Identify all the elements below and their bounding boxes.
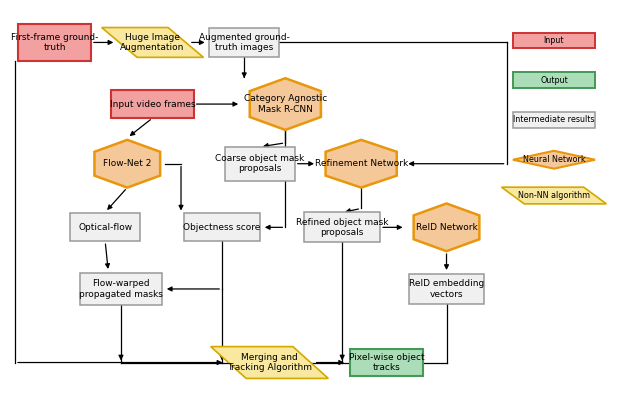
Text: Huge Image
Augmentation: Huge Image Augmentation xyxy=(120,33,185,52)
Polygon shape xyxy=(250,78,321,130)
FancyBboxPatch shape xyxy=(513,112,595,128)
Text: Objectness score: Objectness score xyxy=(184,223,260,232)
FancyBboxPatch shape xyxy=(304,212,380,242)
Text: Refinement Network: Refinement Network xyxy=(314,159,408,168)
FancyBboxPatch shape xyxy=(225,147,295,181)
Text: Coarse object mask
proposals: Coarse object mask proposals xyxy=(216,154,305,174)
FancyBboxPatch shape xyxy=(184,213,260,241)
FancyBboxPatch shape xyxy=(513,73,595,88)
Polygon shape xyxy=(326,140,397,188)
Text: Non-NN algorithm: Non-NN algorithm xyxy=(518,191,590,200)
FancyBboxPatch shape xyxy=(209,28,279,57)
Text: Input video frames: Input video frames xyxy=(109,100,195,109)
Polygon shape xyxy=(502,187,607,204)
Text: Intermediate results: Intermediate results xyxy=(513,115,595,124)
FancyBboxPatch shape xyxy=(70,213,140,241)
FancyBboxPatch shape xyxy=(19,24,91,61)
Text: Flow-Net 2: Flow-Net 2 xyxy=(103,159,152,168)
Text: Output: Output xyxy=(540,76,568,85)
Polygon shape xyxy=(102,28,204,57)
Text: ReID Network: ReID Network xyxy=(415,223,477,232)
Text: Merging and
Tracking Algorithm: Merging and Tracking Algorithm xyxy=(227,353,312,372)
Polygon shape xyxy=(413,203,479,251)
Polygon shape xyxy=(513,151,595,169)
FancyBboxPatch shape xyxy=(408,274,484,304)
Text: Pixel-wise object
tracks: Pixel-wise object tracks xyxy=(349,353,424,372)
FancyBboxPatch shape xyxy=(513,33,595,48)
Text: ReID embedding
vectors: ReID embedding vectors xyxy=(409,279,484,299)
Text: Flow-warped
propagated masks: Flow-warped propagated masks xyxy=(79,279,163,299)
Polygon shape xyxy=(211,347,328,378)
Text: Augmented ground-
truth images: Augmented ground- truth images xyxy=(199,33,290,52)
FancyBboxPatch shape xyxy=(111,90,194,118)
Text: Refined object mask
proposals: Refined object mask proposals xyxy=(296,217,388,237)
Text: Input: Input xyxy=(544,36,564,45)
Text: First-frame ground-
truth: First-frame ground- truth xyxy=(11,33,99,52)
FancyBboxPatch shape xyxy=(350,349,423,376)
Text: Category Agnostic
Mask R-CNN: Category Agnostic Mask R-CNN xyxy=(244,95,327,114)
FancyBboxPatch shape xyxy=(80,273,162,305)
Text: Neural Network: Neural Network xyxy=(523,155,586,164)
Text: Optical-flow: Optical-flow xyxy=(78,223,132,232)
Polygon shape xyxy=(95,140,160,188)
